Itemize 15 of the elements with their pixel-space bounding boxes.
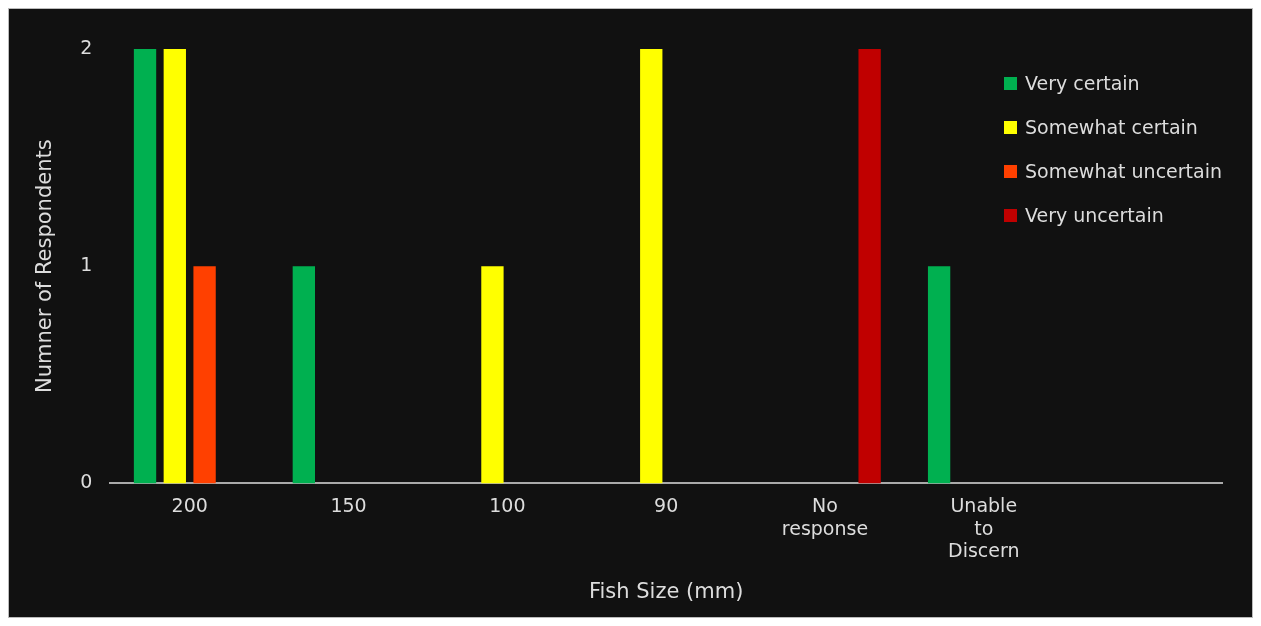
x-tick-label: 150: [330, 493, 367, 516]
y-tick-label: 0: [80, 470, 93, 493]
x-axis-title: Fish Size (mm): [588, 578, 744, 603]
legend-label: Very uncertain: [1024, 203, 1164, 228]
x-tick-label: 200: [171, 493, 208, 516]
x-tick-label: Unable to Discern: [948, 493, 1020, 562]
y-tick-label: 2: [80, 35, 93, 58]
y-axis-title: Numner of Respondents: [32, 139, 57, 394]
legend-label: Somewhat certain: [1024, 115, 1198, 140]
y-tick-label: 1: [80, 253, 93, 276]
legend-label: Very certain: [1024, 71, 1140, 96]
x-tick-label: 90: [654, 493, 679, 516]
legend-label: Somewhat uncertain: [1024, 159, 1222, 184]
x-tick-label: 100: [489, 493, 526, 516]
x-tick-label: No response: [781, 493, 869, 539]
